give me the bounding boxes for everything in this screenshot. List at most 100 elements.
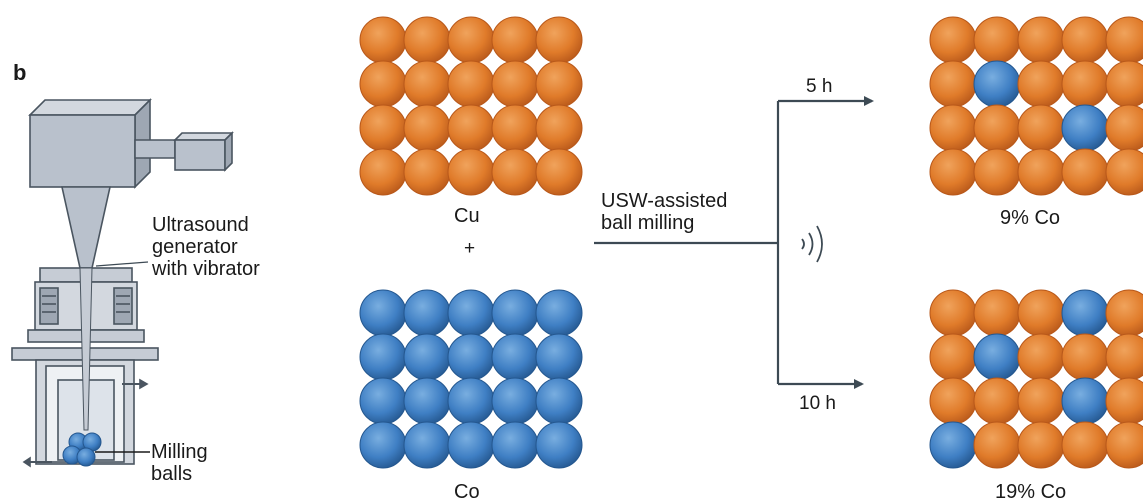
cu-atom [447,60,495,108]
co-atom [403,333,451,381]
cu-atom [973,104,1021,152]
cu-atom [491,60,539,108]
co-atom [359,377,407,425]
co-atom [491,333,539,381]
co-atom [491,289,539,337]
cu-atom [359,16,407,64]
cu-atom [1017,104,1065,152]
process-label-line-2: ball milling [601,212,695,234]
milling-balls-label-line-2: balls [151,463,193,485]
cu-atom [929,289,977,337]
product-10h-atom-grid [929,289,1143,469]
cu-atom [929,60,977,108]
cu-atom [447,148,495,196]
co-atom [535,377,583,425]
cu-atom [929,148,977,196]
product-10h-label: 19% Co [995,481,1067,503]
cu-label: Cu [454,205,480,227]
ultrasound-apparatus-icon [11,98,234,468]
generator-label: Ultrasound generator with vibrator [152,214,260,280]
co-atom [1061,289,1109,337]
cu-atom [973,148,1021,196]
process-label-line-1: USW-assisted [601,190,728,212]
cu-atom [973,377,1021,425]
plus-sign: + [464,238,476,259]
cu-atom [973,421,1021,469]
co-atom [403,289,451,337]
cu-atom [491,16,539,64]
co-atom [973,333,1021,381]
cu-atom [1017,16,1065,64]
cu-atom [359,60,407,108]
panel-label: b [13,60,27,85]
generator-label-line-2: generator [152,236,238,258]
cu-atom [1061,421,1109,469]
milling-balls-label-line-1: Milling [151,441,208,463]
generator-label-line-1: Ultrasound [152,214,249,236]
co-atom [403,421,451,469]
cu-atom [1105,148,1143,196]
cu-atom [973,16,1021,64]
co-atom-grid [359,289,583,469]
cu-atom [929,377,977,425]
co-atom [359,421,407,469]
co-atom [359,289,407,337]
cu-atom [929,16,977,64]
co-atom [403,377,451,425]
co-atom [447,377,495,425]
co-atom [447,421,495,469]
cu-atom [535,104,583,152]
cu-atom [1105,289,1143,337]
cu-atom [1105,421,1143,469]
cu-atom-grid [359,16,583,196]
cu-atom [1017,421,1065,469]
co-atom [535,421,583,469]
cu-atom [1017,289,1065,337]
process-label: USW-assisted ball milling [601,190,727,234]
co-atom [1061,104,1109,152]
product-5h-label: 9% Co [1000,207,1061,229]
cu-atom [403,60,451,108]
cu-atom [1105,16,1143,64]
cu-atom [1061,60,1109,108]
co-atom [447,289,495,337]
process-flow [594,96,874,389]
generator-label-line-3: with vibrator [152,258,260,280]
cu-atom [491,104,539,152]
milling-balls-label: Milling balls [151,441,208,485]
cu-atom [1017,60,1065,108]
cu-atom [1017,148,1065,196]
cu-atom [1105,104,1143,152]
co-atom [359,333,407,381]
cu-atom [929,104,977,152]
cu-atom [535,148,583,196]
co-atom [491,421,539,469]
cu-atom [973,289,1021,337]
cu-atom [929,333,977,381]
cu-atom [535,16,583,64]
co-atom [929,421,977,469]
co-atom [447,333,495,381]
cu-atom [1061,16,1109,64]
co-atom [535,289,583,337]
ultrasound-wave-icon [801,225,823,263]
cu-atom [1105,333,1143,381]
product-5h-atom-grid [929,16,1143,196]
co-atom [535,333,583,381]
cu-atom [1061,148,1109,196]
cu-atom [447,104,495,152]
milling-balls-icon [62,432,102,467]
vibrator-horn [61,186,111,269]
cu-atom [1105,60,1143,108]
cu-atom [403,104,451,152]
co-atom [1061,377,1109,425]
time-10h-label: 10 h [799,393,836,414]
co-atom [491,377,539,425]
cu-atom [403,148,451,196]
generator-leader-line [95,261,149,267]
cu-atom [1017,333,1065,381]
cu-atom [447,16,495,64]
cu-atom [403,16,451,64]
